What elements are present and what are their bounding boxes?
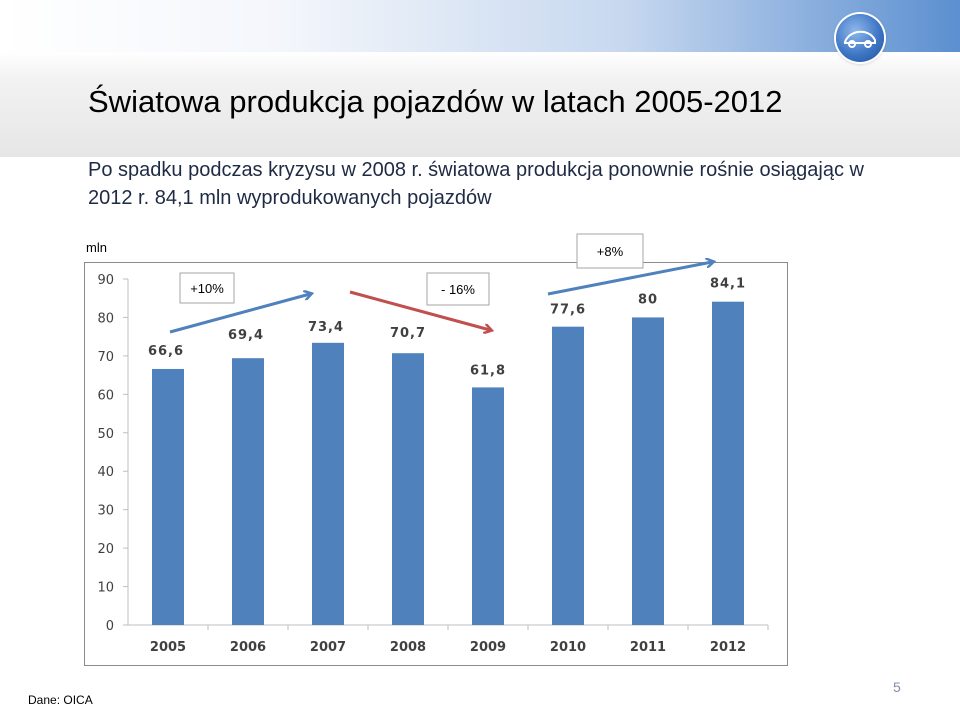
y-axis-title: mln bbox=[86, 240, 107, 255]
bar-2012 bbox=[712, 301, 744, 625]
annotation-label: +10% bbox=[190, 281, 224, 296]
x-tick-label: 2009 bbox=[470, 640, 506, 655]
trend-arrow-up bbox=[547, 262, 712, 296]
annotation-label: +8% bbox=[597, 244, 624, 259]
value-label: 77,6 bbox=[550, 303, 586, 318]
trend-arrow-down bbox=[349, 290, 490, 330]
bar-2008 bbox=[392, 353, 424, 625]
y-tick-label: 60 bbox=[97, 388, 114, 403]
bar-2007 bbox=[312, 342, 344, 625]
annotation-label: - 16% bbox=[441, 282, 475, 297]
title-band bbox=[0, 52, 960, 157]
value-label: 70,7 bbox=[390, 326, 426, 341]
bar-2010 bbox=[552, 326, 584, 625]
page-subtitle: Po spadku podczas kryzysu w 2008 r. świa… bbox=[88, 159, 864, 209]
y-tick-label: 40 bbox=[97, 465, 114, 480]
value-label: 61,8 bbox=[470, 363, 506, 378]
y-tick-label: 0 bbox=[106, 619, 114, 634]
y-tick-label: 70 bbox=[97, 350, 114, 365]
car-logo-icon bbox=[836, 14, 884, 62]
header-band bbox=[0, 0, 960, 52]
page-number: 5 bbox=[893, 679, 901, 695]
value-label: 69,4 bbox=[228, 328, 264, 343]
x-tick-label: 2010 bbox=[550, 640, 586, 655]
bar-2005 bbox=[152, 368, 184, 625]
x-tick-label: 2008 bbox=[390, 640, 426, 655]
value-label: 73,4 bbox=[308, 320, 344, 335]
bar-2009 bbox=[472, 387, 504, 625]
source-note: Dane: OICA bbox=[28, 693, 93, 707]
value-label: 66,6 bbox=[148, 344, 184, 359]
page-title: Światowa produkcja pojazdów w latach 200… bbox=[88, 84, 783, 119]
bar-2006 bbox=[232, 358, 264, 625]
y-tick-label: 20 bbox=[97, 542, 114, 557]
value-label: 80 bbox=[638, 292, 658, 307]
bar-2011 bbox=[632, 317, 664, 625]
x-tick-label: 2011 bbox=[630, 640, 666, 655]
y-tick-label: 80 bbox=[97, 311, 114, 326]
y-tick-label: 10 bbox=[97, 581, 114, 596]
chart-frame bbox=[84, 262, 788, 666]
annotation-box bbox=[179, 272, 235, 304]
y-tick-label: 90 bbox=[97, 273, 114, 288]
y-tick-label: 50 bbox=[97, 427, 114, 442]
x-tick-label: 2012 bbox=[710, 640, 746, 655]
trend-arrow-up bbox=[169, 294, 310, 334]
y-tick-label: 30 bbox=[97, 504, 114, 519]
annotation-box bbox=[426, 272, 490, 306]
annotation-box bbox=[576, 233, 644, 269]
x-tick-label: 2007 bbox=[310, 640, 346, 655]
x-tick-label: 2006 bbox=[230, 640, 266, 655]
value-label: 84,1 bbox=[710, 277, 746, 292]
x-tick-label: 2005 bbox=[150, 640, 186, 655]
